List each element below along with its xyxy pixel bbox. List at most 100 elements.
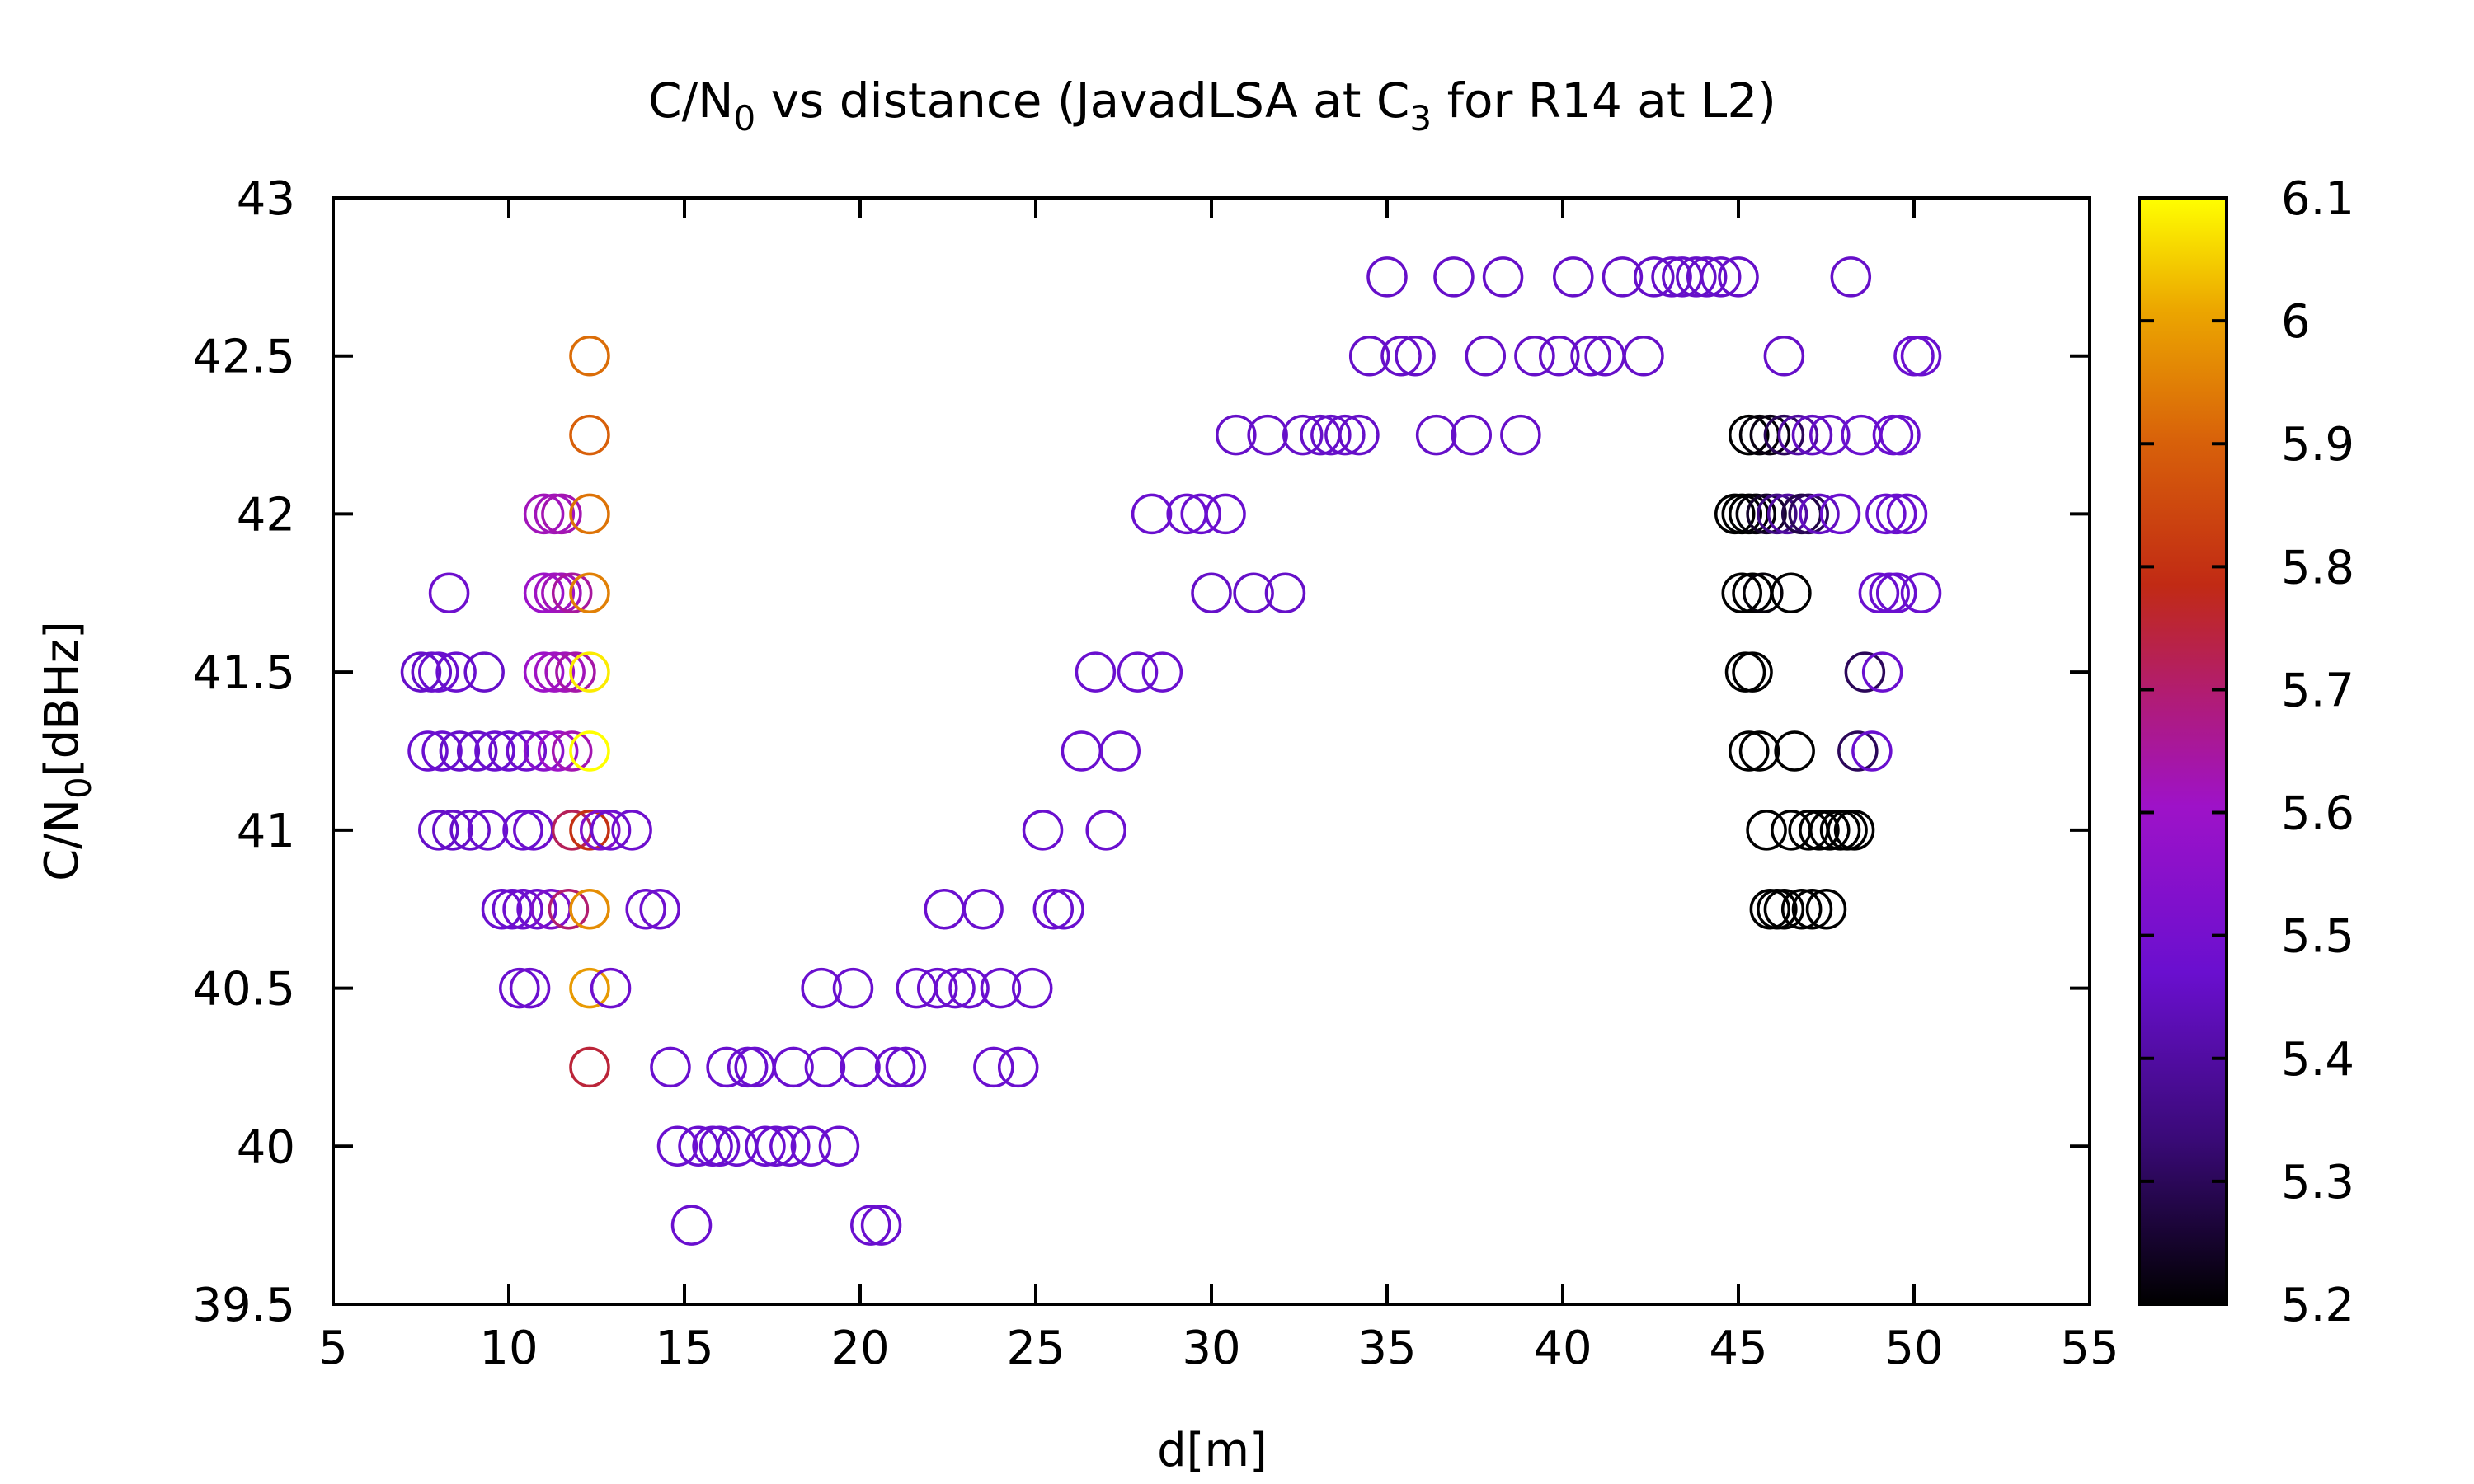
x-tick-label: 40	[1533, 1322, 1592, 1375]
data-point	[1247, 414, 1288, 456]
x-axis-title: d[m]	[1157, 1424, 1268, 1477]
data-point	[1415, 414, 1457, 456]
data-point	[832, 967, 874, 1009]
data-point	[1538, 335, 1580, 377]
data-point	[885, 1046, 927, 1088]
y-axis-title: C/N0[dBHz]	[35, 621, 99, 881]
x-tick-label: 50	[1884, 1322, 1943, 1375]
colorbar-tick-label: 5.5	[2281, 910, 2354, 964]
data-point	[569, 810, 610, 851]
data-point	[569, 888, 610, 930]
y-tick-label: 42.5	[192, 331, 295, 384]
data-point	[432, 810, 473, 851]
data-point	[1729, 730, 1770, 772]
data-point	[1011, 967, 1053, 1009]
data-point	[569, 730, 610, 772]
data-point	[1879, 414, 1921, 456]
data-point	[1465, 335, 1507, 377]
data-point	[934, 967, 976, 1009]
data-point	[1788, 493, 1829, 535]
data-point	[1310, 414, 1352, 456]
colorbar-tick-label: 5.2	[2281, 1279, 2354, 1332]
data-point	[769, 1125, 811, 1167]
colorbar-tick-label: 6.1	[2281, 172, 2354, 226]
data-point	[463, 651, 505, 693]
data-point	[1061, 730, 1103, 772]
x-tick-label: 15	[655, 1322, 713, 1375]
data-point	[973, 1046, 1014, 1088]
data-point	[639, 888, 680, 930]
data-point	[488, 730, 529, 772]
data-point	[1900, 335, 1942, 377]
data-point	[670, 1205, 713, 1246]
data-point	[1749, 414, 1791, 456]
data-point	[439, 730, 481, 772]
data-point	[860, 1205, 902, 1246]
x-tick-label: 20	[830, 1322, 889, 1375]
data-point	[1022, 810, 1064, 851]
plot-frame	[332, 196, 2091, 1306]
data-point	[1634, 256, 1675, 298]
data-points	[400, 256, 1942, 1246]
data-point	[551, 730, 593, 772]
data-point	[745, 1125, 786, 1167]
data-point	[555, 651, 596, 693]
data-point	[569, 1046, 610, 1088]
data-point	[1395, 335, 1436, 377]
data-point	[551, 572, 593, 614]
data-point	[1324, 414, 1366, 456]
data-point	[1780, 888, 1823, 930]
data-point	[1075, 651, 1117, 693]
data-point	[1777, 414, 1819, 456]
x-tick-label: 10	[479, 1322, 538, 1375]
data-point	[467, 810, 509, 851]
data-point	[1117, 651, 1159, 693]
data-point	[801, 967, 842, 1009]
data-point	[1743, 572, 1784, 614]
data-point	[924, 888, 965, 930]
data-point	[541, 572, 582, 614]
data-point	[1766, 493, 1808, 535]
data-point	[435, 651, 477, 693]
data-point	[962, 888, 1004, 930]
y-tick-label: 40.5	[192, 963, 295, 1017]
data-point	[790, 1125, 832, 1167]
data-point	[1141, 651, 1183, 693]
data-point	[428, 572, 470, 614]
data-point	[1819, 493, 1861, 535]
data-point	[1348, 335, 1390, 377]
y-tick-label: 41	[237, 805, 295, 858]
data-point	[1858, 572, 1900, 614]
data-point	[523, 651, 565, 693]
x-tick-label: 35	[1357, 1322, 1416, 1375]
data-point	[1032, 888, 1075, 930]
data-point	[997, 1046, 1039, 1088]
data-point	[1791, 414, 1833, 456]
data-point	[1738, 414, 1780, 456]
data-point	[1738, 730, 1780, 772]
data-point	[1205, 493, 1246, 535]
data-point	[1774, 730, 1815, 772]
data-point	[1809, 414, 1851, 456]
data-point	[513, 810, 554, 851]
data-point	[1746, 493, 1787, 535]
data-point	[1482, 256, 1524, 298]
data-point	[1043, 888, 1084, 930]
data-point	[1809, 810, 1851, 851]
data-point	[850, 1205, 891, 1246]
data-point	[706, 1046, 747, 1088]
data-point	[1191, 572, 1232, 614]
data-point	[548, 888, 590, 930]
data-point	[1570, 335, 1611, 377]
data-point	[456, 730, 498, 772]
data-point	[874, 1046, 916, 1088]
data-point	[1735, 493, 1777, 535]
chart-title: C/N0 vs distance (JavadLSA at C3 for R14…	[648, 73, 1776, 139]
data-point	[569, 651, 610, 693]
data-point	[1216, 414, 1257, 456]
data-point	[1851, 730, 1893, 772]
data-point	[1338, 414, 1380, 456]
data-point	[1686, 256, 1728, 298]
data-point	[1732, 651, 1773, 693]
data-point	[569, 414, 610, 456]
